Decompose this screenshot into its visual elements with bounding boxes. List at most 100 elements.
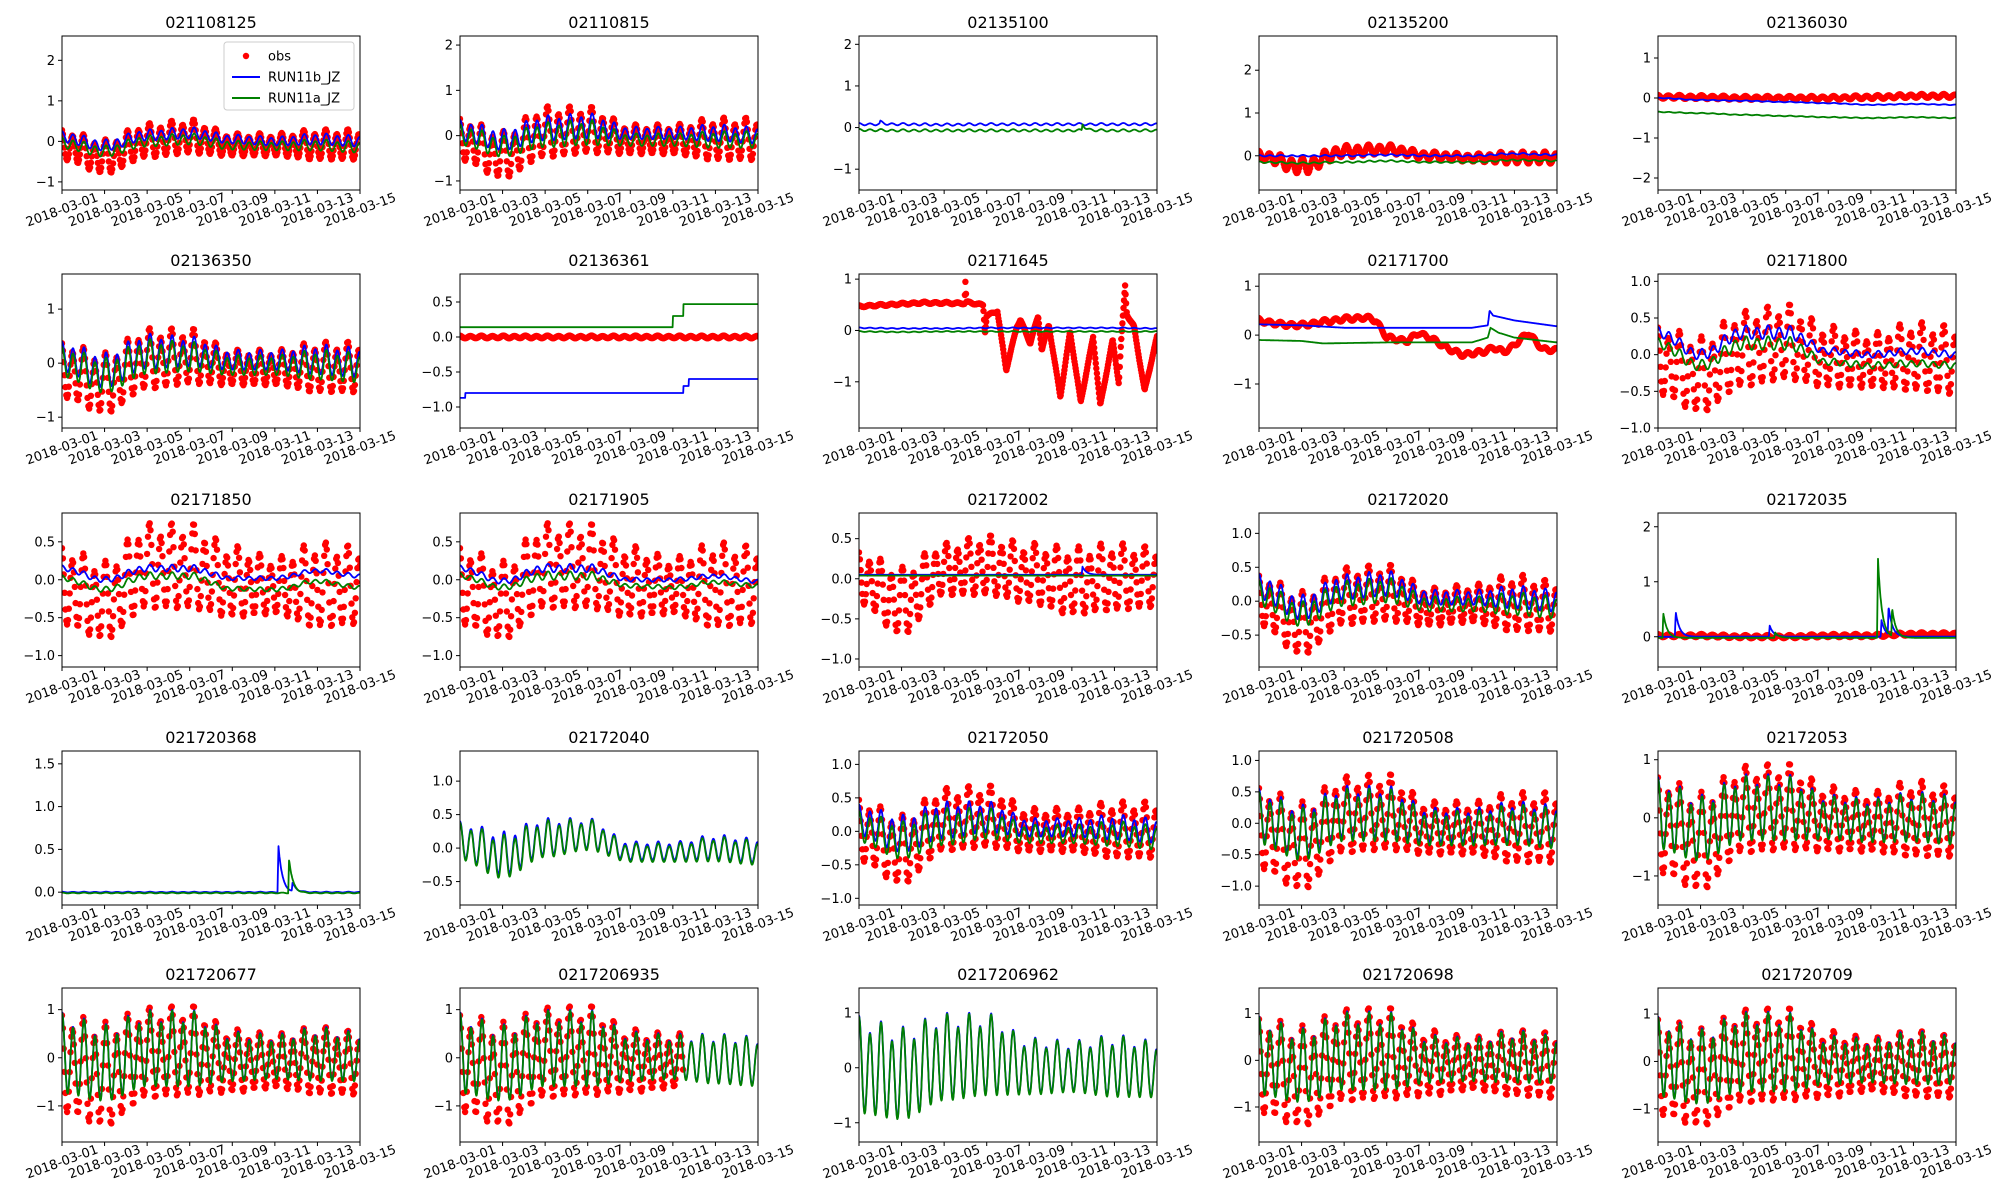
- obs-point: [1820, 333, 1826, 339]
- obs-point: [1695, 382, 1701, 388]
- obs-point: [666, 565, 672, 571]
- obs-point: [99, 158, 105, 164]
- obs-point: [534, 541, 540, 547]
- obs-point: [567, 520, 573, 526]
- obs-point: [214, 547, 220, 553]
- obs-point: [1771, 375, 1777, 381]
- obs-point: [198, 593, 204, 599]
- obs-point: [1133, 567, 1139, 573]
- obs-point: [1776, 313, 1782, 319]
- obs-point: [1750, 359, 1756, 365]
- obs-point: [497, 158, 503, 164]
- obs-point: [193, 547, 199, 553]
- obs-point: [539, 151, 545, 157]
- obs-point: [984, 577, 990, 583]
- y-tick-label: 1: [445, 84, 453, 99]
- obs-point: [950, 586, 956, 592]
- obs-point: [67, 590, 73, 596]
- obs-point: [1931, 336, 1937, 342]
- obs-point: [989, 539, 995, 545]
- obs-point: [1121, 546, 1127, 552]
- obs-point: [1099, 545, 1105, 551]
- obs-point: [512, 566, 518, 572]
- obs-point: [1116, 380, 1122, 386]
- y-tick-label: −1: [1233, 378, 1252, 393]
- obs-point: [318, 618, 324, 624]
- obs-point: [1127, 598, 1133, 604]
- obs-point: [1864, 340, 1870, 346]
- obs-point: [583, 603, 589, 609]
- obs-point: [1690, 371, 1696, 377]
- obs-point: [1843, 343, 1849, 349]
- obs-point: [705, 614, 711, 620]
- obs-point: [754, 555, 760, 561]
- obs-point: [606, 146, 612, 152]
- obs-point: [495, 632, 501, 638]
- obs-point: [185, 603, 191, 609]
- obs-point: [237, 569, 243, 575]
- legend-label: RUN11b_JZ: [268, 71, 340, 86]
- obs-point: [75, 622, 81, 628]
- subplot-title: 02171800: [1766, 251, 1847, 270]
- obs-point: [885, 609, 891, 615]
- obs-point: [1117, 564, 1123, 570]
- obs-point: [584, 597, 590, 603]
- obs-point: [878, 559, 884, 565]
- obs-point: [208, 601, 214, 607]
- obs-point: [509, 596, 515, 602]
- obs-point: [1898, 336, 1904, 342]
- obs-point: [99, 608, 105, 614]
- obs-point: [962, 279, 968, 285]
- obs-point: [746, 600, 752, 606]
- obs-point: [192, 531, 198, 537]
- y-tick-label: 2: [47, 54, 55, 69]
- obs-point: [751, 595, 757, 601]
- obs-point: [530, 587, 536, 593]
- obs-point: [1926, 380, 1932, 386]
- obs-point: [1061, 595, 1067, 601]
- obs-point: [293, 599, 299, 605]
- obs-point: [329, 622, 335, 628]
- obs-point: [480, 566, 486, 572]
- obs-point: [1942, 329, 1948, 335]
- subplot-02171905: 02171905−1.0−0.50.00.52018-03-012018-03-…: [421, 490, 796, 707]
- obs-point: [984, 564, 990, 570]
- obs-point: [1943, 341, 1949, 347]
- obs-point: [584, 146, 590, 152]
- obs-point: [894, 627, 900, 633]
- obs-point: [518, 609, 524, 615]
- obs-point: [65, 392, 71, 398]
- obs-point: [1847, 382, 1853, 388]
- obs-point: [1040, 577, 1046, 583]
- obs-point: [296, 606, 302, 612]
- obs-point: [319, 589, 325, 595]
- obs-point: [1039, 589, 1045, 595]
- obs-point: [939, 582, 945, 588]
- obs-point: [142, 147, 148, 153]
- obs-point: [1044, 560, 1050, 566]
- obs-point: [1717, 369, 1723, 375]
- obs-point: [1952, 334, 1958, 340]
- obs-point: [1904, 368, 1910, 374]
- subplot-title: 02135200: [1367, 13, 1448, 32]
- obs-point: [1728, 367, 1734, 373]
- obs-point: [330, 598, 336, 604]
- obs-point: [656, 562, 662, 568]
- obs-point: [1027, 592, 1033, 598]
- obs-point: [158, 540, 164, 546]
- obs-point: [1886, 338, 1892, 344]
- obs-point: [568, 544, 574, 550]
- obs-point: [98, 623, 104, 629]
- obs-point: [551, 604, 557, 610]
- obs-point: [1743, 308, 1749, 314]
- obs-point: [1021, 550, 1027, 556]
- obs-point: [573, 149, 579, 155]
- y-tick-label: 0.5: [34, 535, 55, 550]
- obs-point: [474, 615, 480, 621]
- obs-point: [147, 527, 153, 533]
- obs-point: [884, 619, 890, 625]
- obs-point: [274, 376, 280, 382]
- y-tick-label: 1.0: [1630, 275, 1651, 290]
- obs-point: [1715, 395, 1721, 401]
